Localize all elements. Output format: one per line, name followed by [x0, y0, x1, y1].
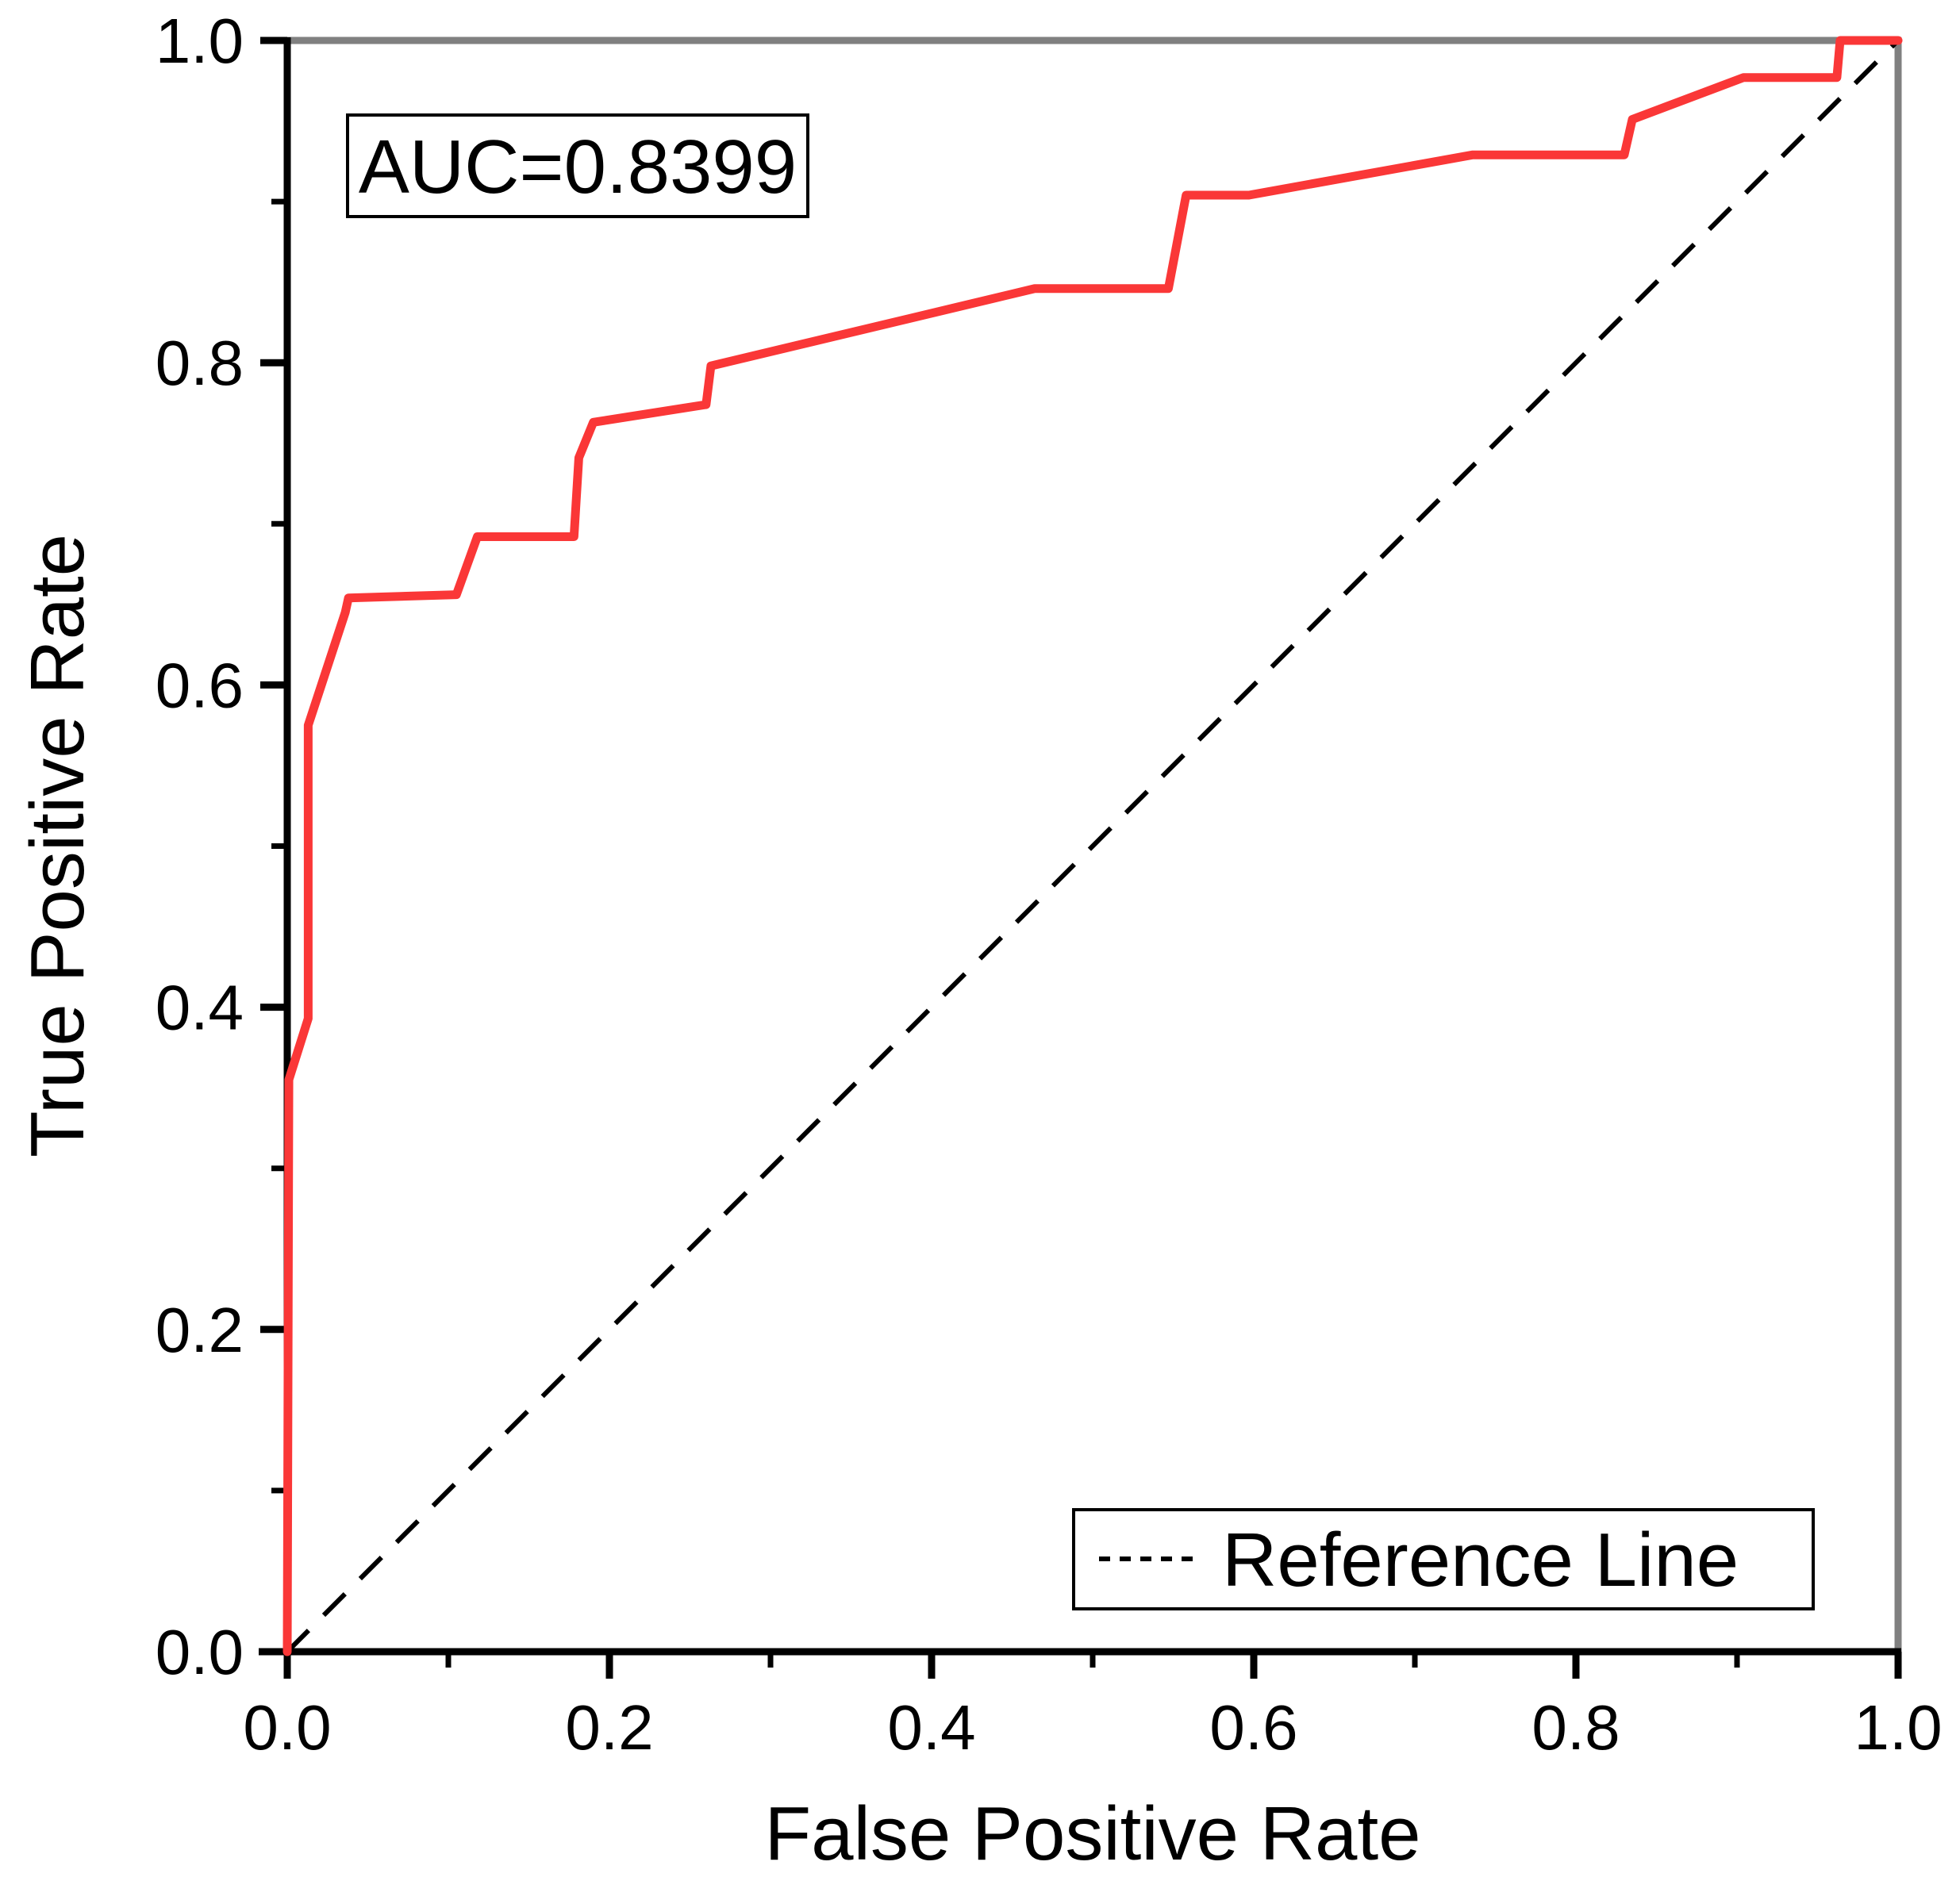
- auc-annotation: AUC=0.8399: [346, 113, 809, 218]
- x-tick-label: 0.0: [243, 1692, 331, 1763]
- reference-line: [285, 38, 1900, 1654]
- x-axis-ticks: [283, 1652, 1902, 1679]
- y-tick-label: 0.8: [156, 328, 244, 398]
- y-tick-label: 0.0: [156, 1617, 244, 1687]
- y-tick-label: 0.2: [156, 1295, 244, 1365]
- x-axis-title: False Positive Rate: [764, 1791, 1420, 1876]
- plot-frame: [259, 36, 1902, 1674]
- y-axis-title: True Positive Rate: [15, 534, 100, 1157]
- x-tick-label: 0.4: [887, 1692, 975, 1763]
- y-tick-label: 0.4: [156, 973, 244, 1043]
- y-axis-ticks: [260, 36, 287, 1656]
- x-tick-label: 0.2: [565, 1692, 653, 1763]
- x-tick-label: 1.0: [1854, 1692, 1942, 1763]
- legend-entry-label: Reference Line: [1222, 1518, 1739, 1603]
- legend-box: [1072, 1508, 1815, 1610]
- auc-annotation-box: [346, 113, 809, 218]
- auc-annotation-text: AUC=0.8399: [359, 125, 797, 209]
- y-tick-label: 0.6: [156, 650, 244, 720]
- roc-curve: [282, 36, 1903, 1656]
- x-tick-label: 0.6: [1209, 1692, 1297, 1763]
- legend: Reference Line: [1072, 1508, 1815, 1610]
- y-axis-tick-labels: 0.0 0.2 0.4 0.6 0.8 1.0: [156, 6, 244, 1687]
- y-tick-label: 1.0: [156, 6, 244, 76]
- x-tick-label: 0.8: [1531, 1692, 1620, 1763]
- x-axis-tick-labels: 0.0 0.2 0.4 0.6 0.8 1.0: [243, 1692, 1942, 1763]
